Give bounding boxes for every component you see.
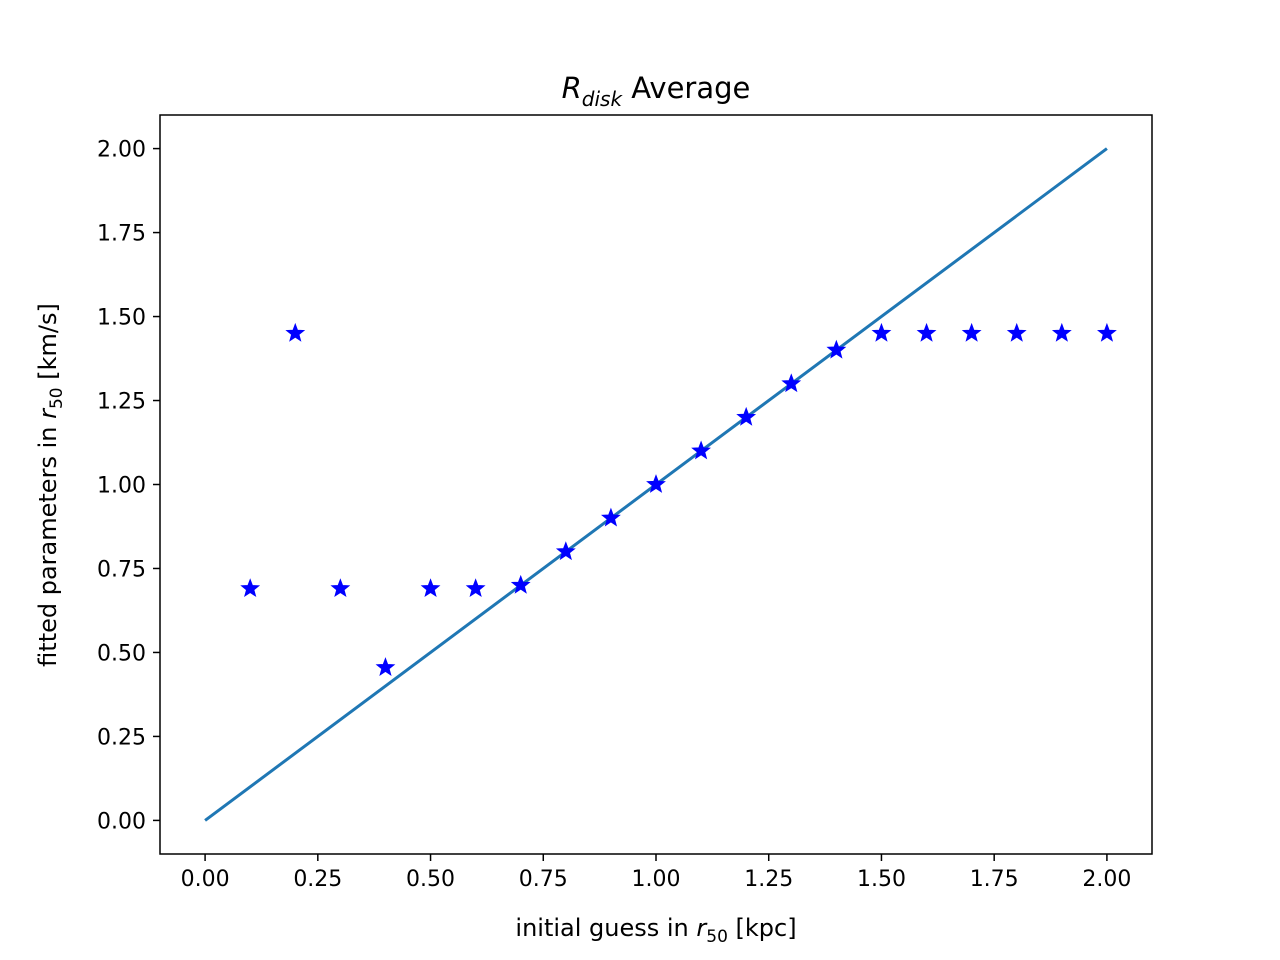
x-axis-label-suffix: [kpc] <box>728 914 797 942</box>
title-rest: Average <box>622 71 750 105</box>
y-axis-ticks: 0.00 0.25 0.50 0.75 1.00 1.25 1.50 1.75 2.00 <box>97 138 160 834</box>
scatter-point <box>691 440 711 460</box>
scatter-point <box>510 574 531 594</box>
x-axis-ticks: 0.00 0.25 0.50 0.75 1.00 1.25 1.50 1.75 2.00 <box>181 854 1131 892</box>
scatter-point <box>285 322 306 342</box>
x-tick-label: 0.50 <box>406 867 455 892</box>
x-axis-label-symbol: r <box>696 914 708 942</box>
scatter-point <box>375 657 396 676</box>
scatter-point <box>1097 322 1117 342</box>
scatter-point <box>330 578 351 598</box>
scatter-point <box>1006 322 1027 342</box>
scatter-point <box>420 578 441 598</box>
scatter-point <box>916 322 937 342</box>
scatter-point <box>465 578 486 598</box>
scatter-point <box>961 322 982 342</box>
scatter-point <box>1051 322 1072 342</box>
x-axis-label: initial guess in r50 [kpc] <box>515 914 796 947</box>
y-tick-label: 0.75 <box>97 557 146 582</box>
y-axis-label-symbol: r <box>34 407 62 419</box>
y-tick-label: 0.50 <box>97 641 146 666</box>
chart-title: Rdisk Average <box>562 71 751 111</box>
x-tick-label: 0.00 <box>181 867 230 892</box>
x-axis-label-prefix: initial guess in <box>515 914 696 942</box>
x-tick-label: 1.00 <box>632 867 681 892</box>
x-tick-label: 1.25 <box>744 867 793 892</box>
title-symbol: R <box>562 71 582 105</box>
scatter-point <box>555 541 576 561</box>
scatter-point <box>781 373 802 393</box>
scatter-point <box>871 322 892 342</box>
title-symbol-subscript: disk <box>582 87 624 111</box>
x-tick-label: 2.00 <box>1082 867 1131 892</box>
x-tick-label: 0.75 <box>519 867 568 892</box>
y-tick-label: 1.25 <box>97 390 146 415</box>
y-tick-label: 1.75 <box>97 222 146 247</box>
x-tick-label: 1.50 <box>857 867 906 892</box>
scatter-point <box>826 339 847 359</box>
scatter-point <box>736 406 757 426</box>
scatter-point <box>646 474 666 493</box>
y-axis-label: fitted parameters in r50 [km/s] <box>34 303 67 667</box>
y-tick-label: 0.00 <box>97 809 146 834</box>
x-tick-label: 0.25 <box>293 867 342 892</box>
y-tick-label: 1.50 <box>97 306 146 331</box>
x-axis-label-subscript: 50 <box>706 927 728 947</box>
scatter-point <box>601 507 621 527</box>
x-tick-label: 1.75 <box>970 867 1019 892</box>
y-axis-label-suffix: [km/s] <box>34 303 62 387</box>
series-layer <box>204 147 1117 822</box>
y-axis-label-subscript: 50 <box>47 387 67 409</box>
y-tick-label: 2.00 <box>97 138 146 163</box>
y-tick-label: 1.00 <box>97 474 146 499</box>
y-tick-label: 0.25 <box>97 725 146 750</box>
scatter-point <box>240 578 261 598</box>
y-axis-label-prefix: fitted parameters in <box>34 419 62 667</box>
